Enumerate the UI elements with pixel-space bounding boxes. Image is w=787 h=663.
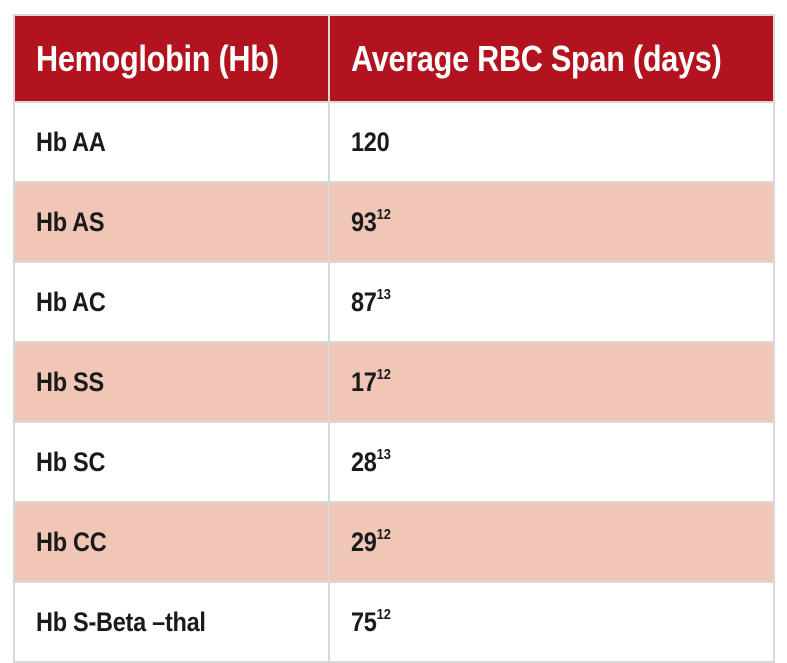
- hb-type-label: Hb CC: [36, 526, 107, 557]
- hb-type-cell: Hb SC: [13, 421, 330, 503]
- column-header-rbc-span-label: Average RBC Span (days): [351, 37, 722, 79]
- hb-type-label: Hb AS: [36, 206, 105, 237]
- column-header-hemoglobin: Hemoglobin (Hb): [13, 14, 330, 103]
- reference-superscript: 12: [376, 366, 391, 383]
- hb-type-label: Hb S-Beta –thal: [36, 606, 206, 637]
- rbc-span-value: 75: [351, 606, 377, 637]
- table-row: Hb AS 9312: [13, 181, 775, 263]
- hb-type-cell: Hb CC: [13, 501, 330, 583]
- column-header-hemoglobin-label: Hemoglobin (Hb): [36, 37, 279, 79]
- hb-type-label: Hb AA: [36, 126, 106, 157]
- rbc-span-cell: 1712: [328, 341, 775, 423]
- rbc-span-cell: 8713: [328, 261, 775, 343]
- hb-type-cell: Hb AC: [13, 261, 330, 343]
- column-header-rbc-span: Average RBC Span (days): [328, 14, 775, 103]
- reference-superscript: 12: [376, 526, 391, 543]
- rbc-span-value: 29: [351, 526, 377, 557]
- hb-type-label: Hb SS: [36, 366, 104, 397]
- header-row: Hemoglobin (Hb) Average RBC Span (days): [13, 14, 775, 103]
- rbc-span-cell: 9312: [328, 181, 775, 263]
- table-row: Hb S-Beta –thal 7512: [13, 581, 775, 663]
- hb-type-label: Hb SC: [36, 446, 106, 477]
- rbc-span-cell: 7512: [328, 581, 775, 663]
- rbc-span-value: 87: [351, 286, 377, 317]
- hb-type-cell: Hb S-Beta –thal: [13, 581, 330, 663]
- rbc-span-value: 93: [351, 206, 377, 237]
- hb-type-cell: Hb AS: [13, 181, 330, 263]
- rbc-span-value: 120: [351, 126, 390, 157]
- hb-type-cell: Hb SS: [13, 341, 330, 423]
- hb-type-cell: Hb AA: [13, 101, 330, 183]
- table-row: Hb CC 2912: [13, 501, 775, 583]
- rbc-span-cell: 2912: [328, 501, 775, 583]
- rbc-span-cell: 2813: [328, 421, 775, 503]
- table-row: Hb SS 1712: [13, 341, 775, 423]
- hb-type-label: Hb AC: [36, 286, 106, 317]
- reference-superscript: 13: [376, 446, 391, 463]
- rbc-span-cell: 120: [328, 101, 775, 183]
- rbc-span-value: 28: [351, 446, 377, 477]
- rbc-span-value: 17: [351, 366, 377, 397]
- table-row: Hb AC 8713: [13, 261, 775, 343]
- table-row: Hb AA 120: [13, 101, 775, 183]
- reference-superscript: 12: [376, 606, 391, 623]
- hemoglobin-rbc-span-table: Hemoglobin (Hb) Average RBC Span (days) …: [13, 14, 775, 663]
- reference-superscript: 12: [376, 206, 391, 223]
- reference-superscript: 13: [376, 286, 391, 303]
- table-row: Hb SC 2813: [13, 421, 775, 503]
